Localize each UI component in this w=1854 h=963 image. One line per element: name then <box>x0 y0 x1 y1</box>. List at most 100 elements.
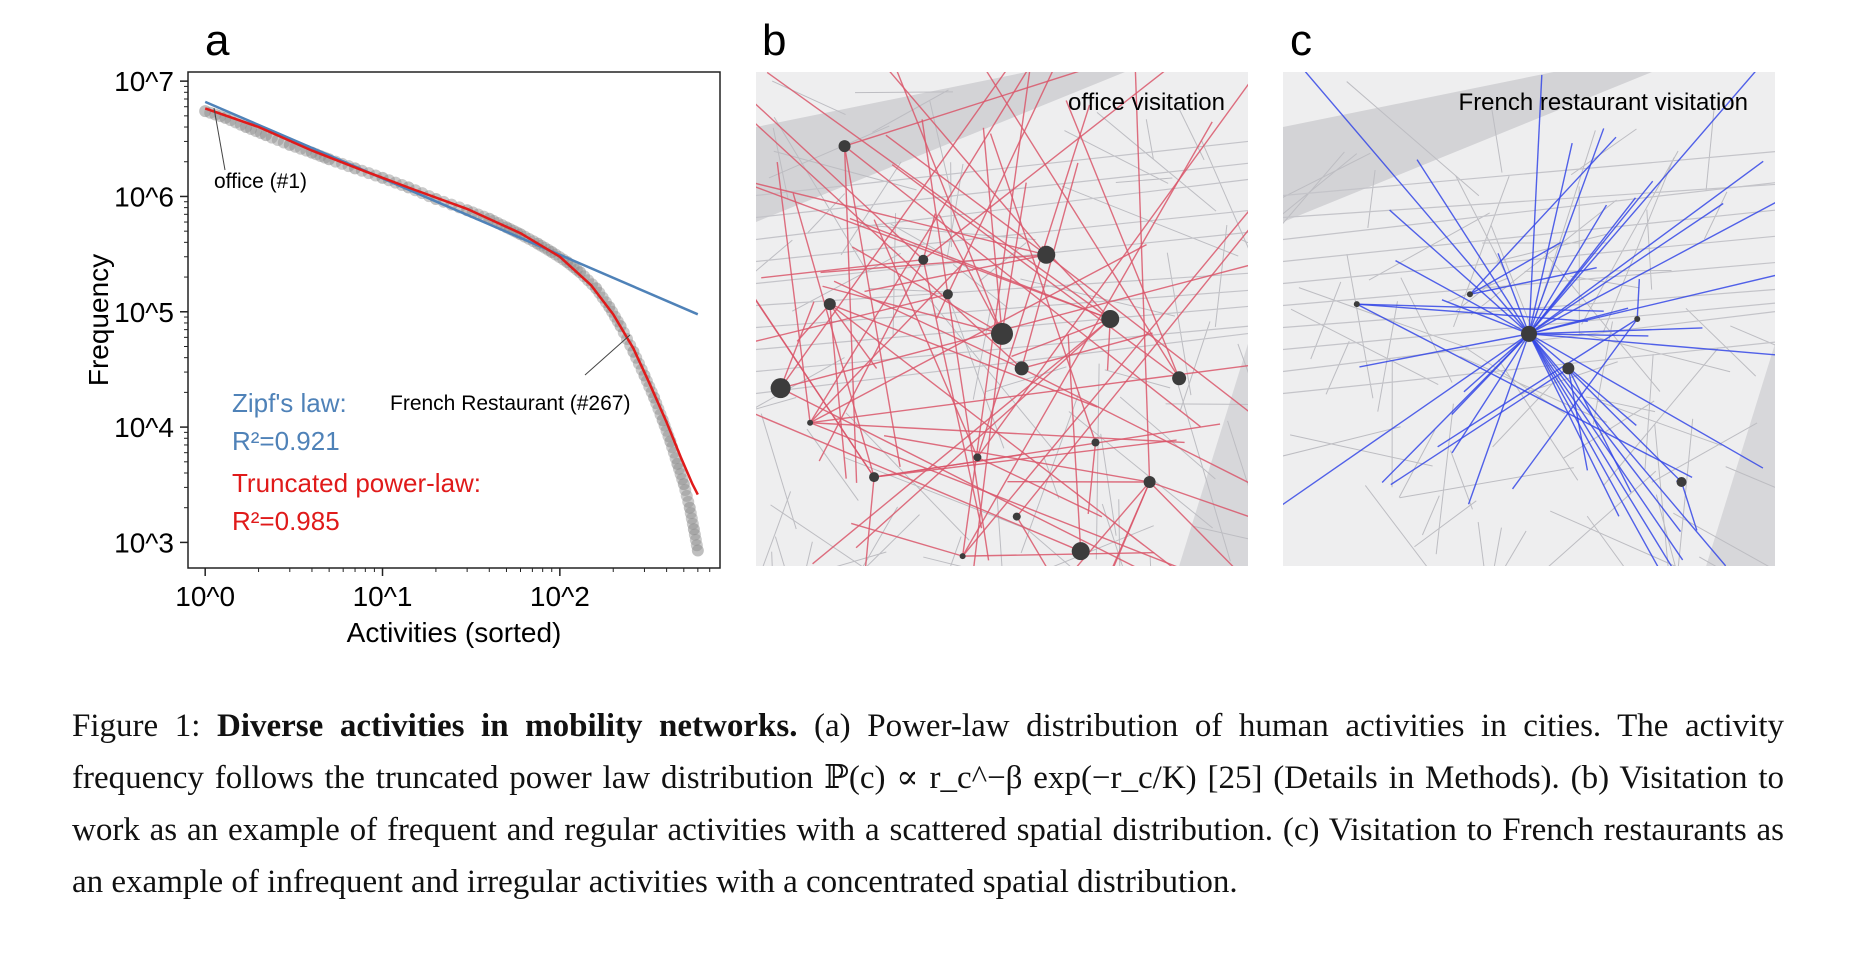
flow-line <box>809 422 1177 566</box>
caption-title: Diverse activities in mobility networks. <box>216 708 798 744</box>
street <box>1490 102 1503 173</box>
street <box>770 504 863 566</box>
street <box>1450 450 1473 510</box>
flow-line <box>1087 442 1097 514</box>
flow-line <box>1680 481 1698 531</box>
flow-line <box>1528 333 1620 517</box>
y-axis-label: Frequency <box>83 254 114 386</box>
street <box>1283 261 1775 307</box>
map-b-title: office visitation <box>1068 89 1225 116</box>
french-annotation: French Restaurant (#267) <box>390 392 630 415</box>
flow-line <box>822 285 1003 335</box>
caption-label: Figure 1: <box>72 708 201 744</box>
data-point <box>593 286 606 299</box>
data-point <box>590 282 603 295</box>
flow-line <box>1149 481 1248 517</box>
flow-line <box>864 254 1047 293</box>
map-layer <box>756 72 1248 566</box>
flow-line <box>1467 333 1530 505</box>
street <box>1377 301 1398 412</box>
flow-line <box>1528 74 1543 334</box>
street <box>1176 382 1231 562</box>
location-node <box>1091 438 1100 447</box>
flow-line <box>1395 259 1530 335</box>
flow-line <box>1528 274 1775 335</box>
data-point <box>199 105 212 118</box>
map-c <box>1283 72 1775 566</box>
panel-letter-b: b <box>762 16 786 65</box>
flow-line <box>1304 72 1530 335</box>
flow-line <box>761 259 924 279</box>
street <box>1698 556 1717 566</box>
flow-line <box>873 439 1177 478</box>
street <box>1453 175 1510 328</box>
caption-text: (a) Power-law distribution of human acti… <box>72 708 1784 900</box>
flow-line <box>809 262 965 424</box>
location-node <box>942 289 953 300</box>
flow-line <box>756 298 875 478</box>
chart-a: 10^3 10^4 10^5 10^6 10^7 10^0 10^1 10^2 office … <box>83 66 721 648</box>
flow-line <box>938 214 1003 335</box>
street <box>1283 182 1775 241</box>
street <box>1101 503 1123 566</box>
flow-line <box>809 72 1028 424</box>
street <box>872 89 949 133</box>
flow-line <box>947 294 990 561</box>
location-node <box>1037 245 1056 264</box>
flow-line <box>1463 333 1530 393</box>
data-point <box>685 512 698 525</box>
flow-line <box>844 145 1201 428</box>
street <box>1201 140 1248 249</box>
flow-line <box>1112 481 1151 566</box>
flow-line <box>1416 159 1530 335</box>
y-tick-label: 10^4 <box>114 412 174 443</box>
street <box>1586 515 1625 566</box>
flow-line <box>820 254 1047 274</box>
flow-line <box>756 103 924 261</box>
flow-line <box>796 303 831 342</box>
location-node <box>823 298 836 311</box>
map-c-title: French restaurant visitation <box>1459 89 1748 116</box>
flow-line <box>885 134 1047 256</box>
street <box>1100 433 1117 536</box>
flow-line <box>1389 209 1530 335</box>
flow-line <box>833 280 1022 370</box>
street <box>1435 403 1454 555</box>
street <box>1477 521 1485 566</box>
street <box>950 536 962 566</box>
flow-line <box>977 456 1103 518</box>
street <box>1730 325 1775 346</box>
flow-line <box>1528 333 1649 337</box>
flow-line <box>1528 202 1775 335</box>
street <box>1166 252 1192 396</box>
flow-line <box>1067 334 1082 552</box>
street <box>1020 278 1176 317</box>
data-point <box>671 457 684 470</box>
data-point <box>672 462 685 475</box>
flow-line <box>1528 333 1673 566</box>
street <box>774 536 785 566</box>
location-node <box>1562 362 1575 375</box>
data-point <box>578 270 591 283</box>
street <box>1455 175 1505 271</box>
flow-line <box>1437 318 1638 448</box>
flow-line <box>1469 136 1617 295</box>
location-node <box>1101 310 1120 328</box>
flow-line <box>812 318 1111 565</box>
french-annotation-line <box>584 334 631 376</box>
street <box>1399 467 1574 499</box>
flow-line <box>1567 368 1589 471</box>
data-point <box>691 544 704 557</box>
street <box>1096 112 1217 212</box>
street <box>1115 177 1173 184</box>
flow-line <box>1528 142 1573 334</box>
flow-line <box>829 303 1098 408</box>
truncated-fit-line <box>204 107 699 496</box>
data-point <box>689 533 702 546</box>
street <box>1104 369 1171 389</box>
flow-line <box>976 83 1248 458</box>
flow-line <box>973 333 1003 566</box>
x-tick-label: 10^2 <box>530 581 590 612</box>
figure-caption: Figure 1: Diverse activities in mobility… <box>72 700 1784 908</box>
x-tick-label: 10^0 <box>175 581 235 612</box>
